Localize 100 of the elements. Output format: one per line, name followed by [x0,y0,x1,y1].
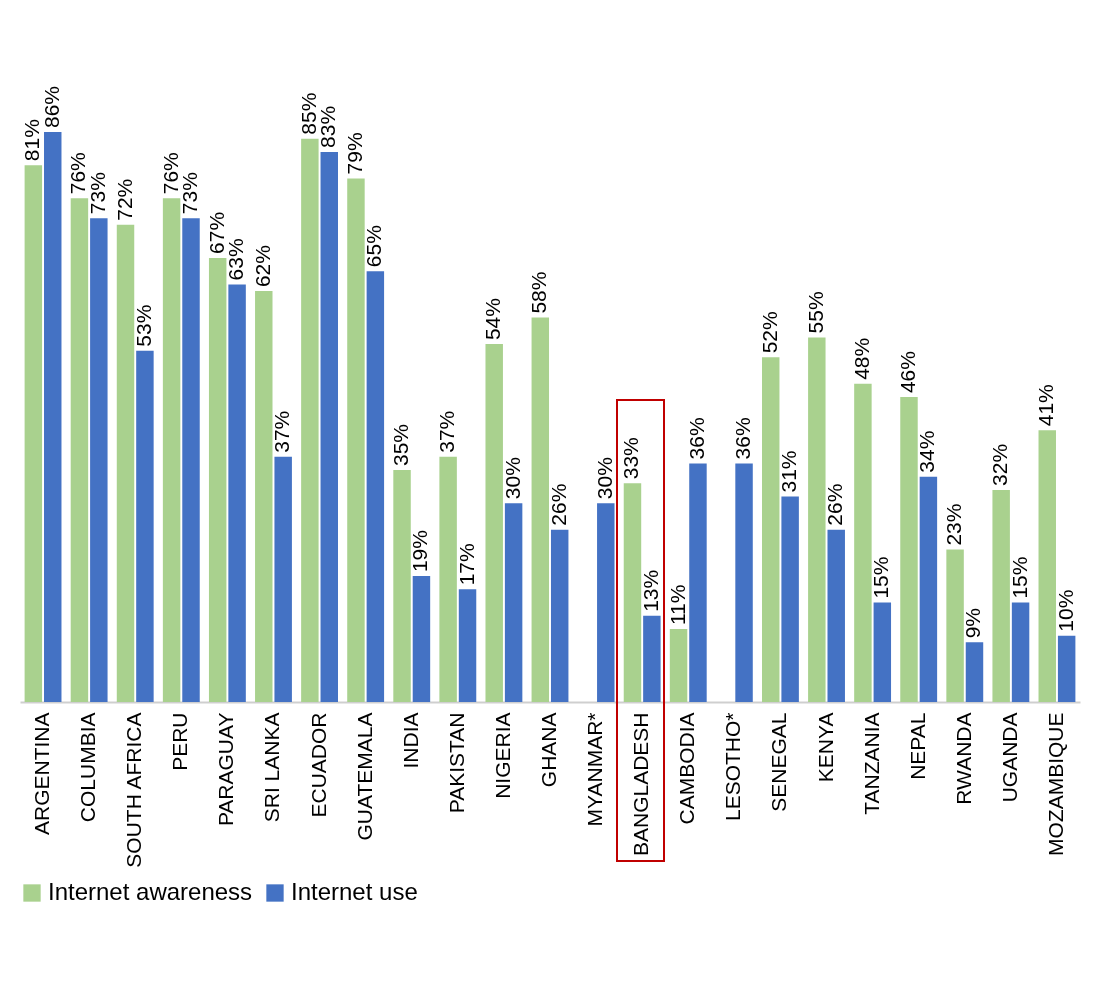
legend-label: Internet use [291,878,418,905]
x-tick-label: BANGLADESH [629,712,653,857]
bar [320,151,338,702]
x-tick-label: SOUTH AFRICA [122,712,146,868]
data-label: 23% [942,503,966,546]
bar [1057,635,1076,702]
bar [531,317,550,702]
bar [946,549,964,702]
bar [458,589,477,702]
bar [274,456,292,702]
bar [1011,602,1030,702]
bar [301,138,319,702]
data-label: 13% [638,569,662,612]
bar [827,529,845,702]
data-label: 9% [961,607,985,639]
bar [735,463,753,702]
bar [689,463,707,702]
x-tick-label: RWANDA [951,712,975,805]
bar [412,576,431,702]
bar [597,503,615,702]
data-label: 26% [546,483,570,526]
x-tick-label: CAMBODIA [675,712,699,825]
data-label: 54% [481,298,505,341]
bar [1038,430,1056,702]
data-label: 37% [435,410,459,453]
bar [669,629,688,702]
bar [900,397,918,702]
bar [919,476,938,702]
x-tick-label: MYANMAR* [583,712,607,827]
bar [393,470,411,702]
bar [965,642,984,702]
bar [643,615,661,702]
x-tick-label: NIGERIA [490,712,514,799]
bar [70,198,89,702]
bar [781,496,799,702]
data-label: 15% [869,556,893,599]
bar [623,483,642,702]
x-tick-label: GUATEMALA [352,712,376,841]
data-label: 15% [1007,556,1031,599]
data-label: 41% [1034,384,1058,427]
data-label: 35% [389,423,413,467]
x-tick-label: NEPAL [905,712,929,780]
bar [347,178,365,702]
data-label: 62% [250,245,274,288]
x-tick-label: MOZAMBIQUE [1043,712,1067,857]
data-label: 79% [342,132,366,175]
data-label: 37% [270,410,294,453]
x-tick-label: SENEGAL [767,712,791,812]
data-label: 48% [849,337,873,380]
data-label: 30% [592,457,616,500]
bar [162,198,181,702]
x-tick-label: TANZANIA [859,712,883,815]
bar [485,344,503,702]
data-label: 34% [915,430,939,473]
bar [366,271,385,702]
data-label: 30% [500,457,524,500]
data-label: 10% [1053,589,1077,632]
x-tick-label: KENYA [813,712,837,783]
x-tick-label: PAKISTAN [444,712,468,814]
data-label: 32% [988,443,1012,486]
data-label: 65% [362,225,386,268]
data-label: 19% [408,530,432,573]
bar [504,503,523,702]
bar [208,257,227,702]
x-tick-label: GHANA [537,712,560,788]
x-tick-label: SRI LANKA [260,712,284,823]
data-label: 31% [777,450,801,493]
data-label: 52% [757,311,781,354]
x-tick-label: LESOTHO* [721,712,745,822]
bar [808,337,826,702]
data-label: 17% [454,543,478,586]
x-tick-label: ARGENTINA [30,712,54,836]
x-tick-label: PARAGUAY [214,712,238,827]
data-label: 26% [823,483,847,526]
data-label: 46% [895,351,919,394]
x-tick-label: COLUMBIA [76,712,100,823]
x-tick-label: ECUADOR [306,712,330,818]
bar [228,284,246,702]
bar [90,218,108,702]
data-label: 72% [112,178,136,221]
bar [439,456,457,702]
data-label: 36% [684,417,708,460]
data-label: 33% [619,437,643,480]
bar [136,350,154,702]
bar [24,165,43,702]
data-label: 36% [731,417,755,460]
x-tick-label: UGANDA [997,712,1021,803]
bar [762,357,780,702]
data-label: 11% [665,584,689,626]
x-tick-label: PERU [168,712,192,771]
bar [854,383,872,702]
legend-label: Internet awareness [48,878,253,905]
bar [550,529,569,702]
x-tick-label: INDIA [398,712,422,769]
bar [255,291,273,702]
bar [992,489,1010,702]
data-label: 58% [527,271,551,314]
data-label: 53% [131,304,155,347]
bar [873,602,892,702]
data-label: 55% [803,291,827,334]
